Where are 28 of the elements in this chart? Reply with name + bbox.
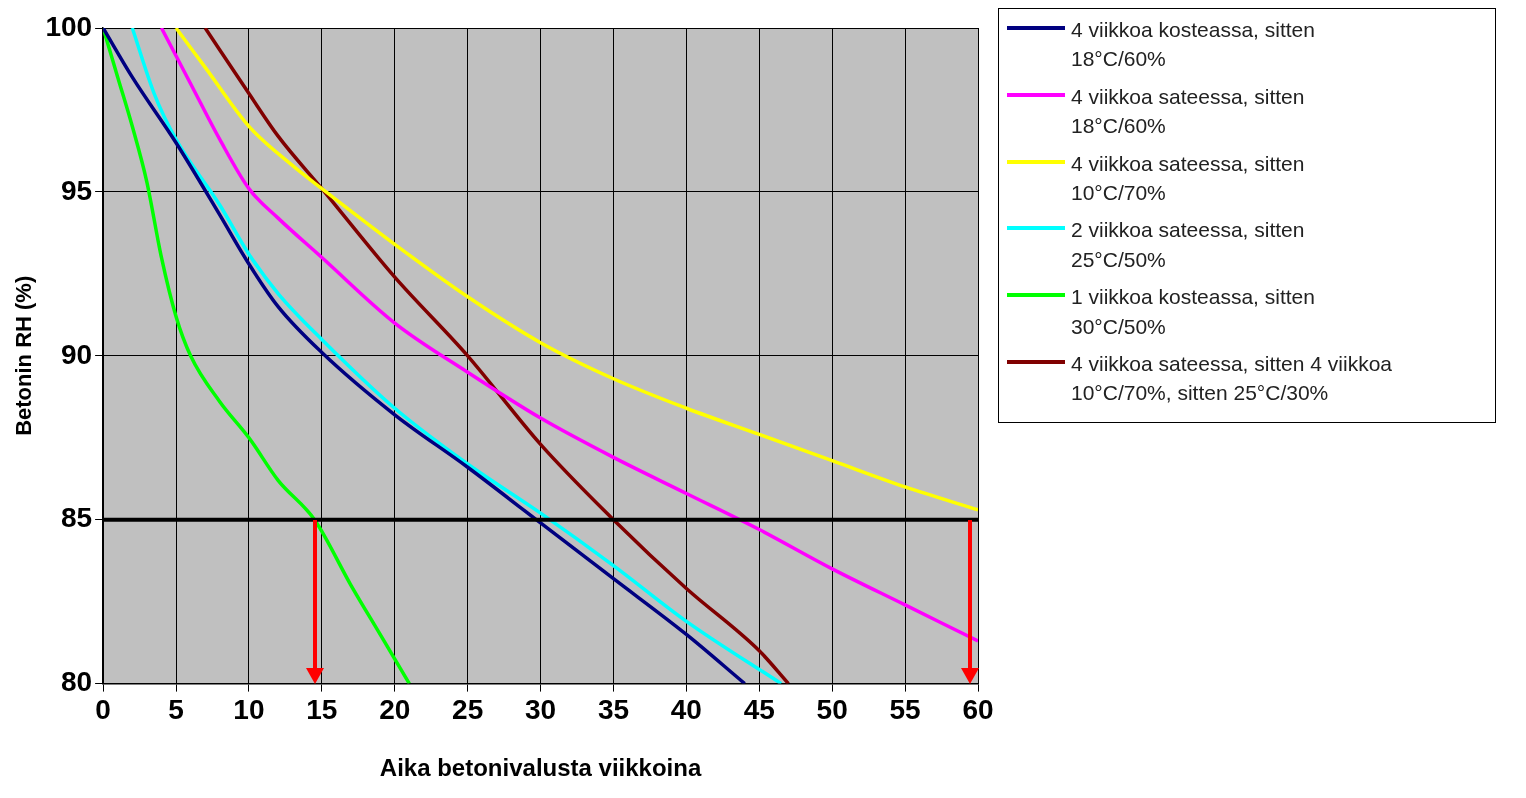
x-tick-label: 30: [524, 694, 557, 726]
line-series: [174, 28, 978, 512]
legend-label: 2 viikkoa sateessa, sitten 25°C/50%: [1071, 217, 1306, 273]
y-tick-label: 85: [60, 502, 93, 534]
x-tick-label: 0: [95, 694, 111, 726]
y-tick-label: 95: [60, 174, 93, 206]
x-tick-label: 45: [743, 694, 775, 726]
legend-label: 1 viikkoa kosteassa, sitten 30°C/50%: [1071, 284, 1316, 340]
x-tick-label: 15: [306, 694, 338, 726]
x-tick-label: 5: [168, 694, 184, 726]
y-tick-label: 100: [45, 10, 93, 42]
x-tick-label: 40: [670, 694, 702, 726]
x-tick-label: 10: [233, 694, 265, 726]
x-tick-label: 60: [962, 694, 994, 726]
x-tick-label: 35: [597, 694, 630, 726]
legend-label: 4 viikkoa sateessa, sitten 18°C/60%: [1071, 83, 1306, 140]
y-tick-label: 80: [60, 666, 93, 698]
x-tick-label: 50: [816, 694, 848, 726]
legend-label: 4 viikkoa sateessa, sitten 10°C/70%: [1071, 150, 1306, 206]
x-tick-label: 25: [452, 694, 484, 726]
legend-label: 4 viikkoa kosteassa, sitten 18°C/60%: [1071, 17, 1316, 73]
line-series: [159, 28, 978, 643]
legend-label: 4 viikkoa sateessa, sitten 4 viikkoa 10°C/70%, sitten 25°C/30%: [1071, 350, 1393, 407]
y-tick-label: 90: [60, 338, 93, 370]
x-tick-label: 20: [379, 694, 411, 726]
y-axis-title: Betonin RH (%): [11, 275, 37, 436]
x-tick-label: 55: [889, 694, 921, 726]
x-axis-title: Aika betonivalusta viikkoina: [379, 754, 702, 782]
